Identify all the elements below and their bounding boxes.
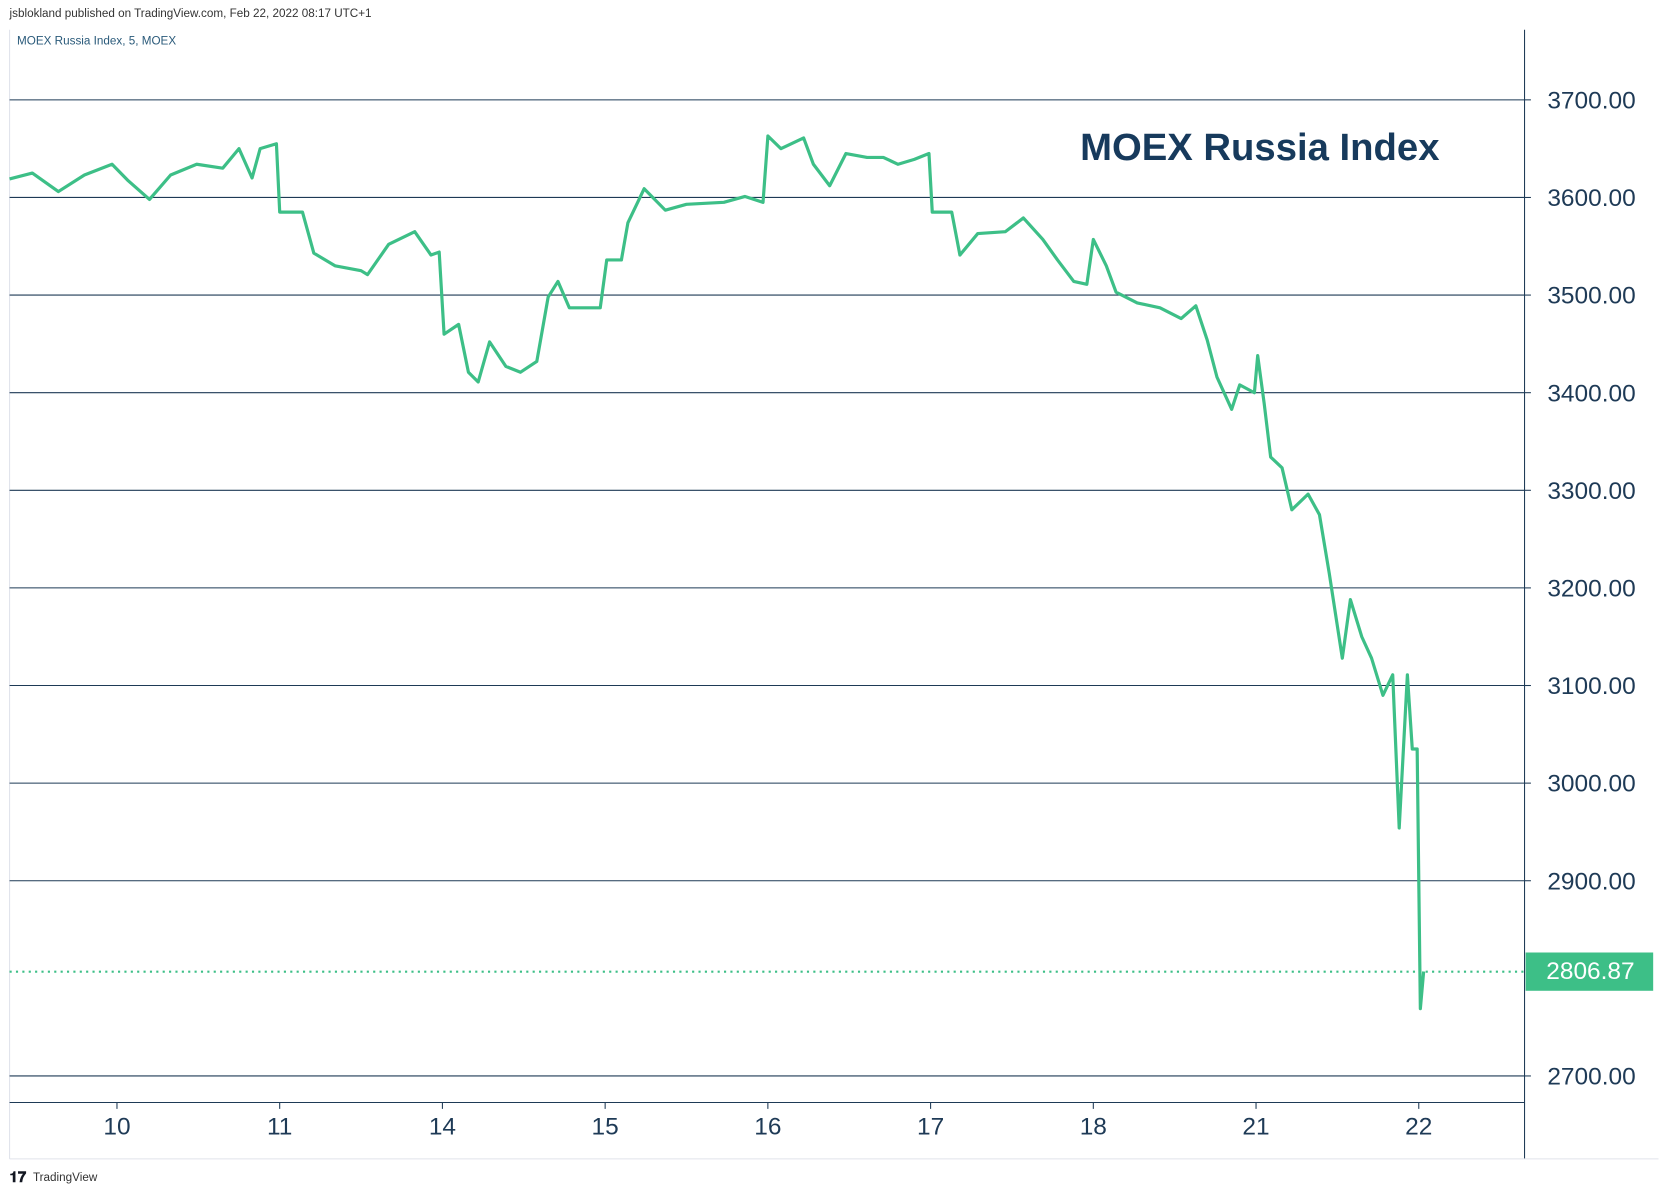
y-tick-label: 3600.00 <box>1547 185 1635 212</box>
y-tick-label: 3300.00 <box>1547 478 1635 505</box>
chart-title: MOEX Russia Index <box>1080 126 1439 169</box>
y-tick-label: 3400.00 <box>1547 380 1635 407</box>
y-tick-label: 3100.00 <box>1547 673 1635 700</box>
last-price-box <box>1525 952 1654 991</box>
legend: MOEX Russia Index, 5, MOEX <box>17 35 176 48</box>
y-tick-label: 3200.00 <box>1547 575 1635 602</box>
x-tick-label: 22 <box>1405 1113 1432 1140</box>
x-tick-label: 14 <box>429 1113 456 1140</box>
y-tick-label: 3700.00 <box>1547 87 1635 114</box>
x-tick-label: 21 <box>1242 1113 1269 1140</box>
logo: 𝟏𝟕 <box>10 1170 27 1186</box>
x-tick-label: 18 <box>1080 1113 1107 1140</box>
x-tick-label: 15 <box>592 1113 619 1140</box>
y-tick-label: 3500.00 <box>1547 283 1635 310</box>
x-tick-label: 17 <box>917 1113 944 1140</box>
x-tick-label: 10 <box>103 1113 130 1140</box>
x-tick-label: 16 <box>754 1113 781 1140</box>
y-tick-label: 2700.00 <box>1547 1064 1635 1091</box>
last-price-label: 2806.87 <box>1546 958 1634 985</box>
footer: TradingView <box>33 1171 98 1184</box>
price-line <box>9 134 1426 1011</box>
header: jsblokland published on TradingView.com,… <box>9 7 372 20</box>
y-tick-label: 3000.00 <box>1547 771 1635 798</box>
x-tick-label: 11 <box>267 1113 292 1140</box>
y-tick-label: 2900.00 <box>1547 868 1635 895</box>
